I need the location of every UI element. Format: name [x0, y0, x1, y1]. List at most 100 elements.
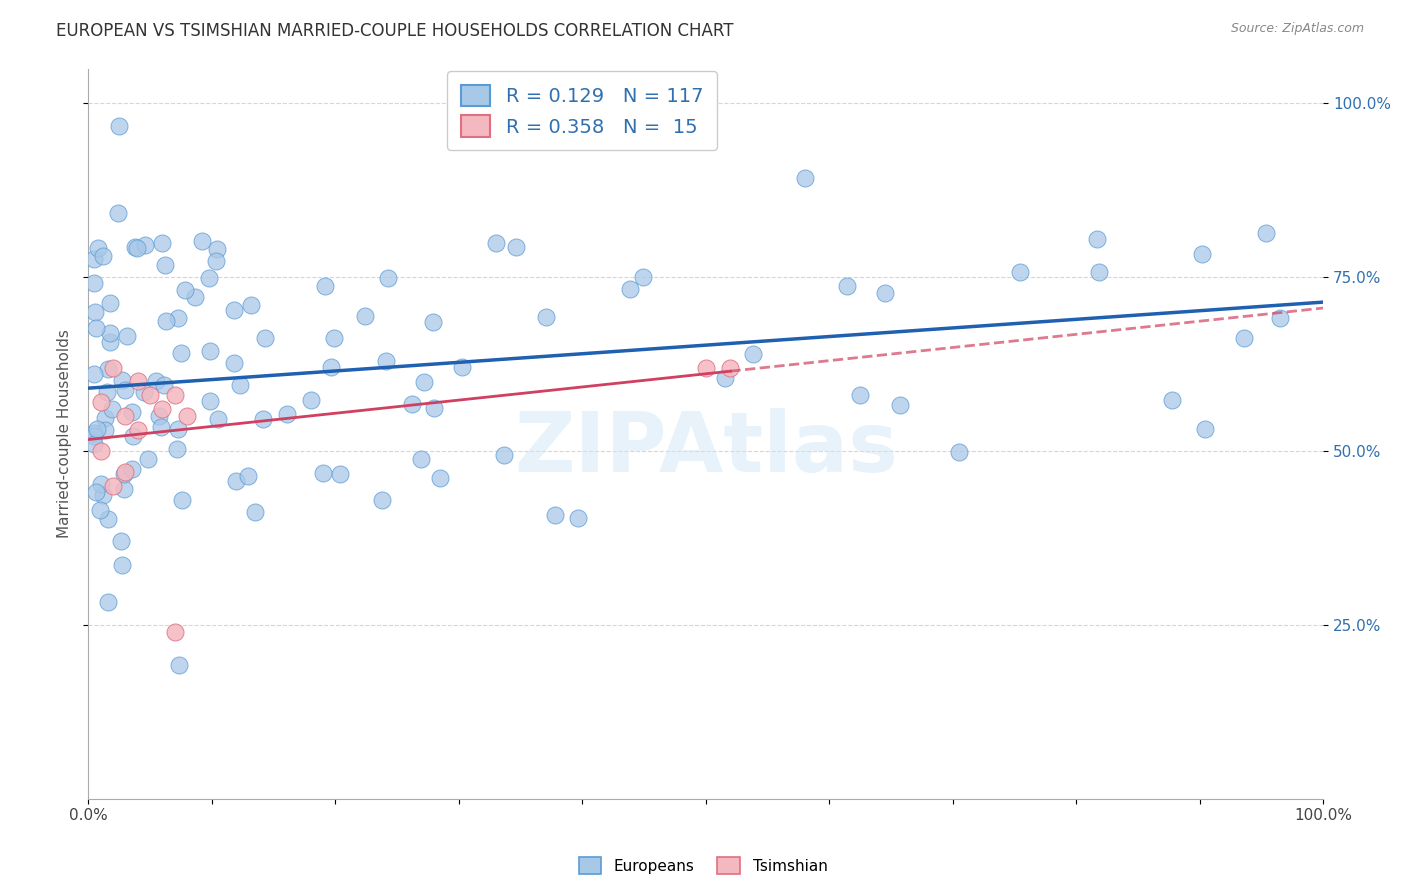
Point	[87, 240, 110, 254]
Point	[101, 479, 124, 493]
Point	[536, 310, 558, 324]
Point	[101, 360, 124, 375]
Point	[253, 330, 276, 344]
Point	[91, 488, 114, 502]
Point	[374, 354, 396, 368]
Point	[167, 311, 190, 326]
Point	[139, 388, 162, 402]
Point	[170, 493, 193, 508]
Point	[1008, 265, 1031, 279]
Point	[97, 512, 120, 526]
Point	[1085, 232, 1108, 246]
Point	[89, 444, 111, 458]
Point	[90, 476, 112, 491]
Point	[97, 595, 120, 609]
Point	[1256, 226, 1278, 240]
Point	[127, 375, 149, 389]
Point	[112, 467, 135, 482]
Point	[89, 502, 111, 516]
Point	[83, 436, 105, 450]
Point	[150, 402, 173, 417]
Point	[835, 279, 858, 293]
Point	[243, 505, 266, 519]
Point	[695, 360, 717, 375]
Point	[121, 405, 143, 419]
Point	[150, 235, 173, 250]
Point	[411, 452, 433, 467]
Point	[83, 367, 105, 381]
Point	[401, 396, 423, 410]
Point	[134, 237, 156, 252]
Point	[198, 270, 221, 285]
Point	[125, 241, 148, 255]
Point	[631, 270, 654, 285]
Point	[98, 326, 121, 341]
Point	[889, 398, 911, 412]
Point	[948, 445, 970, 459]
Point	[163, 388, 186, 402]
Point	[127, 423, 149, 437]
Point	[153, 377, 176, 392]
Point	[149, 420, 172, 434]
Point	[238, 469, 260, 483]
Point	[322, 330, 344, 344]
Y-axis label: Married-couple Households: Married-couple Households	[58, 329, 72, 538]
Point	[1161, 392, 1184, 407]
Point	[83, 426, 105, 441]
Point	[83, 276, 105, 290]
Point	[207, 412, 229, 426]
Point	[155, 314, 177, 328]
Text: Source: ZipAtlas.com: Source: ZipAtlas.com	[1230, 22, 1364, 36]
Point	[714, 371, 737, 385]
Point	[299, 392, 322, 407]
Point	[413, 375, 436, 389]
Point	[742, 347, 765, 361]
Point	[166, 442, 188, 456]
Point	[167, 422, 190, 436]
Point	[83, 252, 105, 267]
Point	[450, 359, 472, 374]
Point	[319, 359, 342, 374]
Point	[83, 429, 105, 443]
Point	[169, 346, 191, 360]
Point	[314, 279, 336, 293]
Point	[276, 408, 298, 422]
Point	[184, 290, 207, 304]
Point	[107, 206, 129, 220]
Point	[240, 298, 263, 312]
Point	[94, 411, 117, 425]
Point	[111, 373, 134, 387]
Legend: R = 0.129   N = 117, R = 0.358   N =  15: R = 0.129 N = 117, R = 0.358 N = 15	[447, 71, 717, 150]
Point	[114, 465, 136, 479]
Point	[354, 309, 377, 323]
Point	[86, 422, 108, 436]
Point	[222, 302, 245, 317]
Point	[100, 401, 122, 416]
Point	[124, 240, 146, 254]
Point	[224, 355, 246, 369]
Text: ZIPAtlas: ZIPAtlas	[513, 408, 897, 489]
Point	[312, 466, 335, 480]
Point	[97, 362, 120, 376]
Point	[429, 471, 451, 485]
Point	[84, 484, 107, 499]
Point	[423, 401, 446, 415]
Point	[155, 258, 177, 272]
Point	[121, 462, 143, 476]
Point	[198, 344, 221, 359]
Point	[619, 282, 641, 296]
Point	[136, 451, 159, 466]
Point	[371, 492, 394, 507]
Point	[794, 170, 817, 185]
Point	[422, 315, 444, 329]
Point	[1087, 265, 1109, 279]
Point	[111, 558, 134, 573]
Point	[145, 375, 167, 389]
Point	[115, 328, 138, 343]
Point	[91, 249, 114, 263]
Point	[132, 384, 155, 399]
Point	[494, 448, 516, 462]
Point	[89, 395, 111, 409]
Point	[94, 423, 117, 437]
Point	[98, 296, 121, 310]
